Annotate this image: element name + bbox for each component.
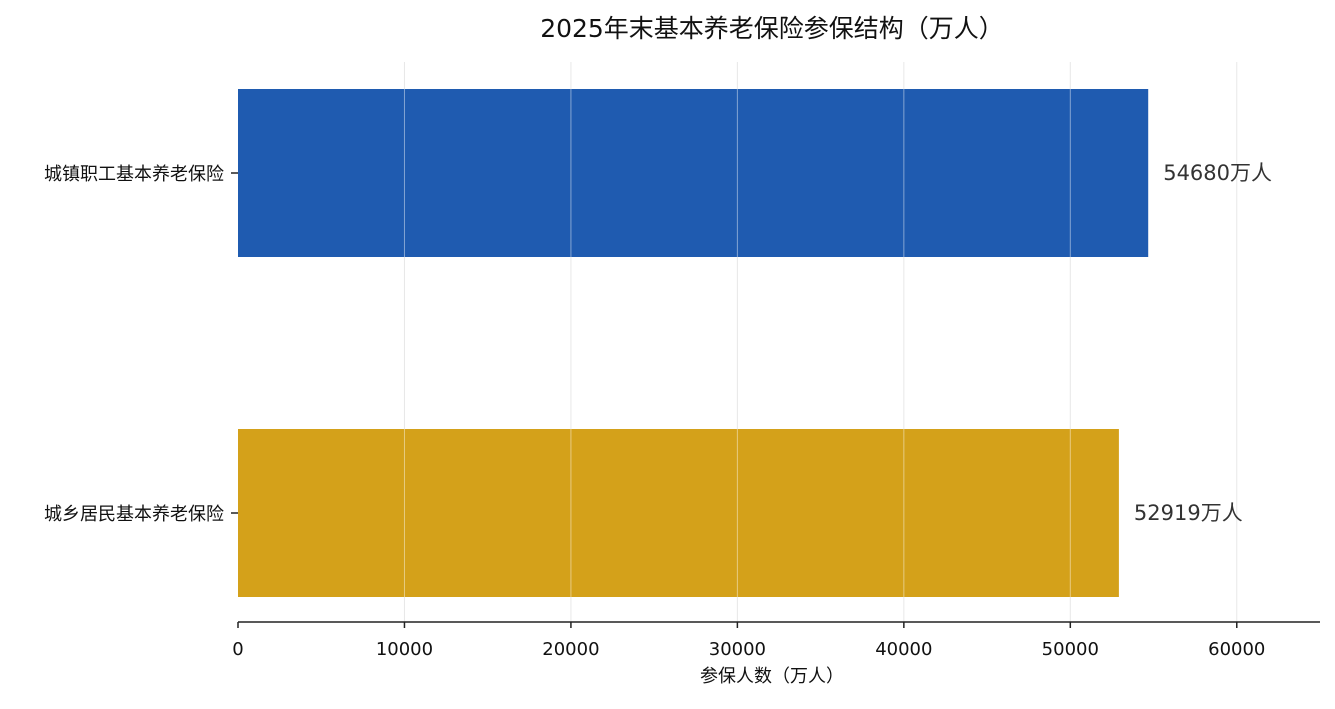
- x-tick-label-10000: 10000: [376, 639, 433, 660]
- data-label-1: 54680万人: [1163, 161, 1272, 185]
- x-tick-label-30000: 30000: [709, 639, 766, 660]
- bar-1: [238, 89, 1149, 257]
- x-tick-label-50000: 50000: [1042, 639, 1099, 660]
- chart-title: 2025年末基本养老保险参保结构（万人）: [540, 14, 1004, 43]
- x-axis-label: 参保人数（万人）: [700, 666, 844, 687]
- bars: [238, 89, 1149, 597]
- axes: [231, 172, 1320, 628]
- x-tick-label-40000: 40000: [875, 639, 932, 660]
- bar-2: [238, 429, 1119, 597]
- x-tick-label-20000: 20000: [542, 639, 599, 660]
- labels: 54680万人 城镇职工基本养老保险 52919万人 城乡居民基本养老保险 0 10000…: [44, 161, 1272, 660]
- category-label-1: 城镇职工基本养老保险: [44, 164, 224, 185]
- x-tick-label-60000: 60000: [1208, 639, 1265, 660]
- grid-lines-overlay: [403, 89, 1071, 597]
- category-label-2: 城乡居民基本养老保险: [44, 504, 224, 525]
- data-label-2: 52919万人: [1134, 501, 1243, 525]
- x-tick-label-0: 0: [232, 639, 243, 660]
